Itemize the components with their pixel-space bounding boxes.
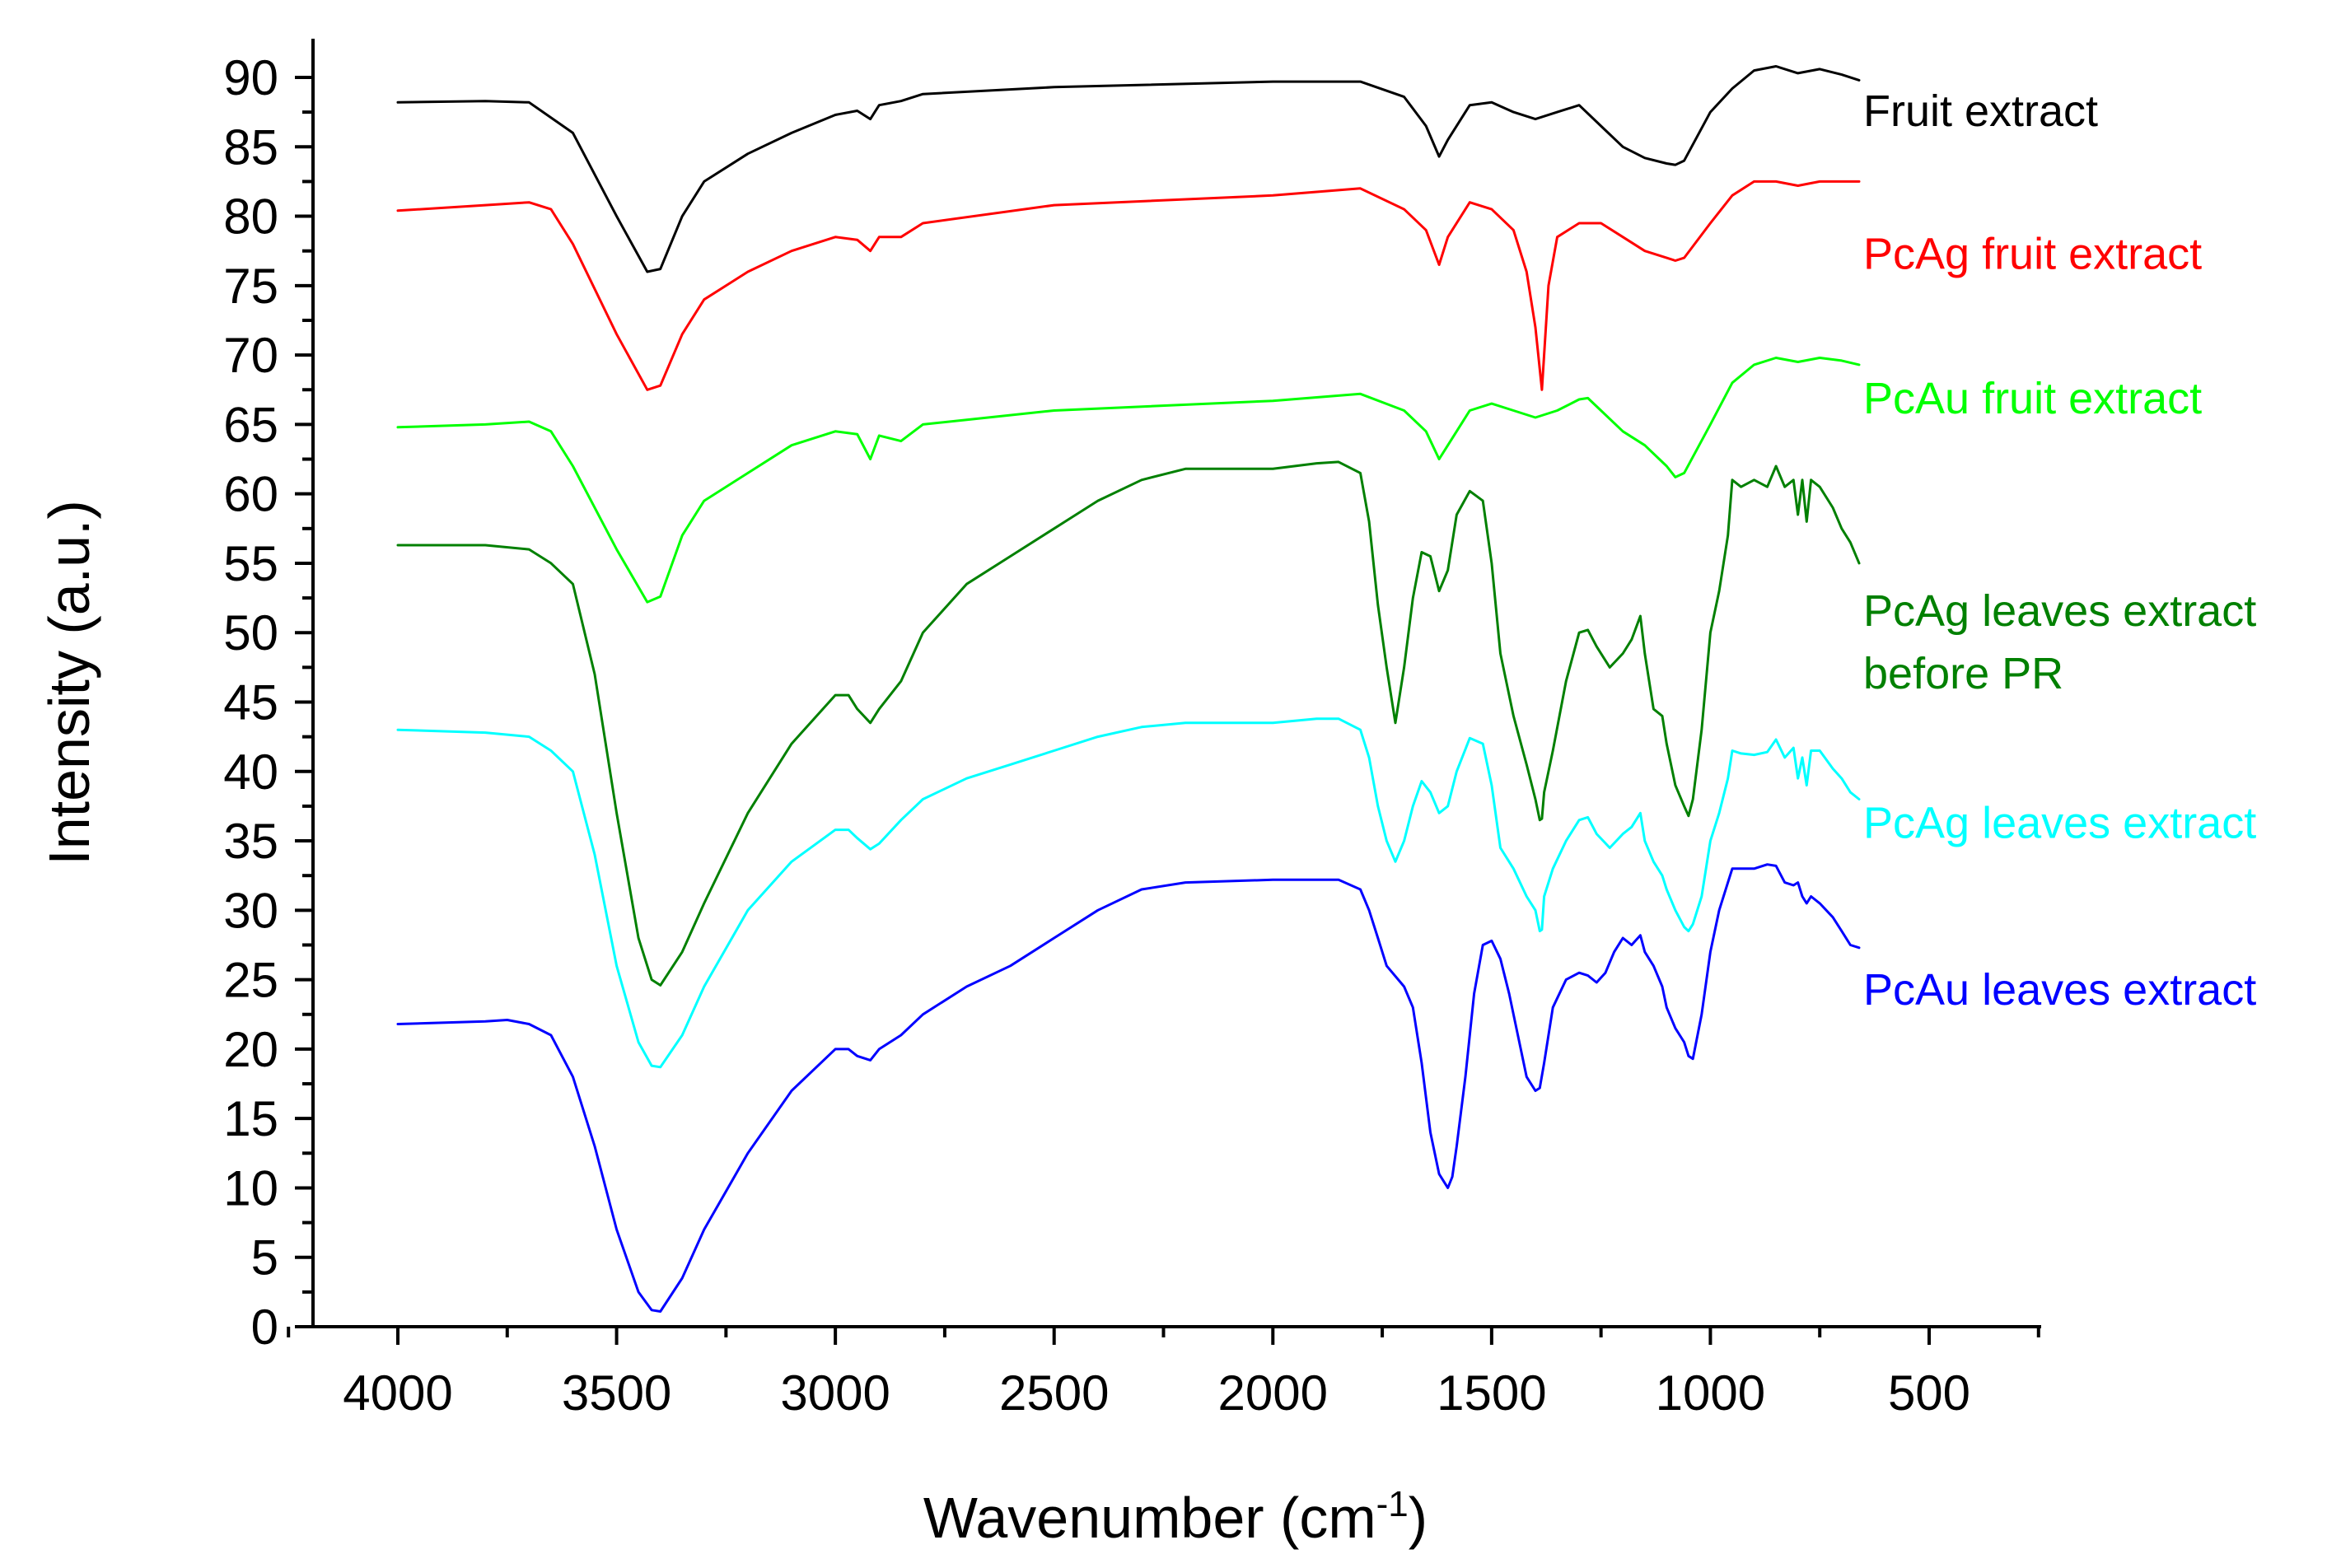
x-axis-title-text: Wavenumber (cm <box>923 1486 1376 1550</box>
y-tick-label: 5 <box>251 1230 278 1286</box>
x-axis-title-suffix: ) <box>1409 1486 1427 1550</box>
y-tick-label: 65 <box>223 397 278 452</box>
series-line-4 <box>396 460 1861 987</box>
y-tick-label: 75 <box>223 259 278 314</box>
series-label-5: PcAg leaves extract <box>1863 799 2256 848</box>
series-line-5 <box>396 717 1861 1069</box>
series-label-3: PcAu fruit extract <box>1863 374 2202 423</box>
series-label-4: before PR <box>1863 649 2063 698</box>
y-tick-label: 10 <box>223 1160 278 1216</box>
series-label-1: Fruit extract <box>1863 86 2098 136</box>
x-axis-title-superscript: -1 <box>1376 1484 1409 1524</box>
y-tick-label: 35 <box>223 814 278 869</box>
y-axis-title: Intensity (a.u.) <box>37 500 101 866</box>
x-tick-label: 1500 <box>1437 1365 1546 1421</box>
y-ticks: 0 5 10 15 20 25 30 35 40 45 50 55 60 65 70 75 80 85 90 <box>223 50 313 1355</box>
x-tick-label: 3000 <box>780 1365 890 1421</box>
y-tick-label: 85 <box>223 119 278 175</box>
x-tick-label: 2500 <box>999 1365 1109 1421</box>
y-tick-label: 30 <box>223 883 278 938</box>
y-tick-label: 40 <box>223 744 278 800</box>
series-line-1 <box>396 65 1861 273</box>
y-tick-label: 90 <box>223 50 278 105</box>
axes-layer <box>311 39 2041 1328</box>
x-tick-label: 2000 <box>1218 1365 1328 1421</box>
series-labels: Fruit extract PcAg fruit extract PcAu frui… <box>1863 86 2256 1015</box>
y-tick-label: 60 <box>223 467 278 522</box>
y-tick-label: 45 <box>223 675 278 730</box>
series-label-2: PcAg fruit extract <box>1863 230 2202 279</box>
series-label-6: PcAu leaves extract <box>1863 965 2256 1015</box>
series-layer <box>396 65 1861 1313</box>
y-tick-label: 70 <box>223 328 278 383</box>
y-tick-label: 25 <box>223 953 278 1008</box>
x-ticks: 4000 3500 3000 2500 2000 1500 1000 500 <box>287 1327 2040 1421</box>
x-tick-label: 4000 <box>343 1365 452 1421</box>
y-tick-label: 55 <box>223 536 278 591</box>
y-tick-label: 50 <box>223 605 278 660</box>
x-tick-label: 3500 <box>562 1365 671 1421</box>
y-tick-label: 15 <box>223 1091 278 1146</box>
series-line-6 <box>396 863 1861 1313</box>
series-line-3 <box>396 357 1861 604</box>
y-tick-label: 0 <box>251 1300 278 1355</box>
x-tick-label: 1000 <box>1656 1365 1765 1421</box>
y-tick-label: 20 <box>223 1022 278 1077</box>
x-axis-title: Wavenumber (cm-1) <box>923 1484 1427 1550</box>
series-line-2 <box>396 180 1861 391</box>
y-tick-label: 80 <box>223 189 278 245</box>
x-tick-label: 500 <box>1888 1365 1970 1421</box>
series-label-4: PcAg leaves extract <box>1863 586 2256 636</box>
